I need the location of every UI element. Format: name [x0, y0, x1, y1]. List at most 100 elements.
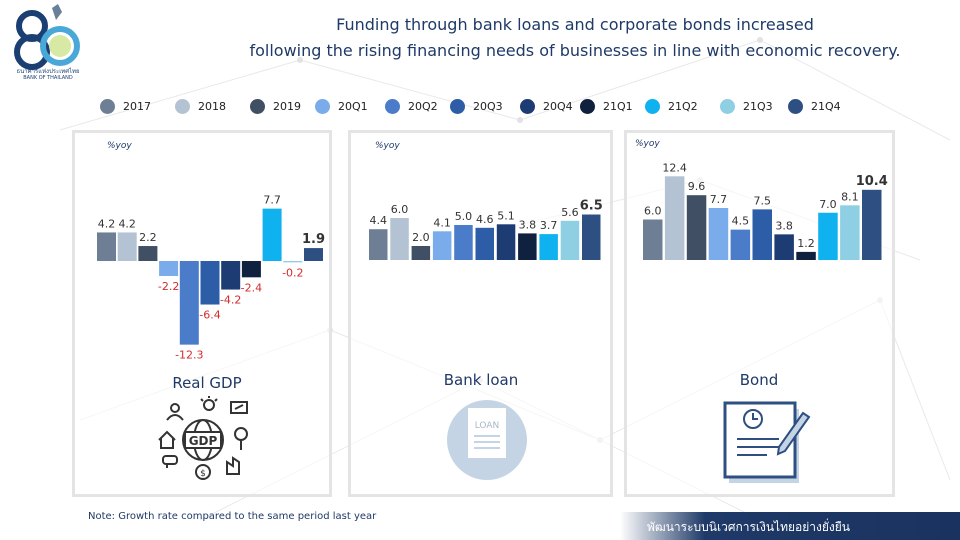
logo-caption: ธนาคารแห่งประเทศไทย BANK OF THAILAND	[10, 68, 86, 82]
bar-21q3	[840, 205, 860, 260]
data-label-2018: 4.2	[118, 217, 136, 230]
bar-2018	[664, 176, 685, 260]
legend-swatch	[100, 98, 115, 114]
data-label-21q3: 5.6	[561, 206, 579, 219]
data-label-20q4: 5.1	[497, 209, 515, 222]
bar-21q3	[283, 261, 303, 263]
loan-unit-label: %yoy	[375, 141, 400, 151]
legend-label: 21Q3	[743, 99, 773, 113]
bar-20q4	[774, 234, 794, 260]
bar-20q1	[432, 231, 452, 260]
bar-21q1	[796, 251, 816, 260]
bar-20q3	[200, 261, 220, 305]
gdp-unit-label: %yoy	[107, 141, 132, 151]
legend-swatch	[315, 98, 330, 114]
legend-label: 2019	[273, 99, 301, 113]
legend-label: 21Q1	[603, 99, 633, 113]
data-label-2017: 6.0	[644, 205, 662, 218]
data-label-2017: 4.4	[370, 214, 388, 227]
legend-label: 20Q3	[473, 99, 503, 113]
bar-20q1	[708, 208, 729, 260]
legend-item-2018: 2018	[175, 96, 226, 116]
bond-certificate-icon	[723, 401, 811, 483]
bar-20q4	[496, 224, 516, 260]
logo-thai-text: ธนาคารแห่งประเทศไทย	[16, 68, 80, 75]
svg-text:LOAN: LOAN	[475, 421, 500, 431]
bar-21q4	[862, 189, 882, 260]
legend-item-21q1: 21Q1	[580, 96, 633, 116]
data-label-21q2: 7.0	[819, 198, 837, 211]
bar-2019	[686, 195, 707, 260]
data-label-20q2: 5.0	[455, 210, 473, 223]
legend-swatch	[520, 98, 535, 114]
footer-bar: พัฒนาระบบนิเวศการเงินไทยอย่างยั่งยืน	[620, 512, 960, 540]
data-label-20q2: 4.5	[732, 215, 750, 228]
data-label-2019: 2.2	[139, 231, 157, 244]
title-line-1: Funding through bank loans and corporate…	[336, 15, 814, 34]
legend-label: 2018	[198, 99, 226, 113]
bond-unit-label: %yoy	[635, 139, 660, 149]
panel-bond: %yoy 6.0 12.4 9.6 7.7 4.5 7.5 3.8 1.2 7.0 8.1 10.4…	[624, 130, 895, 497]
bond-panel-title: Bond	[739, 371, 779, 389]
data-label-20q4: 3.8	[775, 219, 793, 232]
legend-item-20q1: 20Q1	[315, 96, 368, 116]
legend-item-20q3: 20Q3	[450, 96, 503, 116]
data-label-20q3: 7.5	[754, 194, 772, 207]
loan-bar-chart: 4.46.0 2.04.1 5.0 4.6 5.1 3.8 3.75.6 6.5	[369, 199, 603, 260]
legend-swatch	[175, 98, 190, 114]
bar-20q2	[454, 225, 473, 260]
svg-text:GDP: GDP	[189, 434, 218, 448]
data-label-2018: 12.4	[662, 161, 687, 174]
bar-2018	[117, 232, 137, 261]
legend-label: 21Q2	[668, 99, 698, 113]
bar-21q4	[582, 214, 601, 260]
legend-swatch	[788, 98, 803, 114]
data-label-21q4: 1.9	[302, 232, 325, 247]
data-label-21q3: 8.1	[841, 190, 859, 203]
bar-20q2	[179, 261, 199, 345]
bot-80-logo	[14, 4, 80, 70]
bar-2017	[369, 229, 388, 260]
legend-swatch	[580, 98, 595, 114]
legend-swatch	[450, 98, 465, 114]
bar-21q2	[818, 212, 838, 260]
data-label-2019: 2.0	[412, 231, 430, 244]
legend-item-2017: 2017	[100, 96, 151, 116]
legend-label: 20Q2	[408, 99, 438, 113]
legend-swatch	[250, 98, 265, 114]
data-label-21q2: 7.7	[263, 194, 281, 207]
bar-21q2	[262, 208, 282, 261]
footnote: Note: Growth rate compared to the same p…	[88, 511, 377, 522]
loan-panel-title: Bank loan	[443, 371, 519, 389]
legend-label: 20Q4	[543, 99, 573, 113]
legend-swatch	[720, 98, 735, 114]
legend-label: 2017	[123, 99, 151, 113]
data-label-2018: 6.0	[391, 203, 409, 216]
data-label-21q1: 3.8	[519, 218, 537, 231]
bar-20q3	[752, 209, 772, 260]
bar-20q1	[159, 261, 179, 276]
data-label-20q3: 4.6	[476, 213, 494, 226]
data-label-20q3: -6.4	[199, 309, 220, 322]
data-label-21q4: 10.4	[856, 174, 888, 189]
legend-swatch	[645, 98, 660, 114]
bar-20q2	[730, 229, 751, 260]
title-line-2: following the rising financing needs of …	[249, 41, 901, 60]
bar-20q3	[475, 227, 494, 260]
bar-21q1	[241, 261, 261, 278]
gdp-bar-chart: 4.2 4.22.2-2.2-12.3-6.4-4.2-2.47.7-0.21.9	[97, 194, 325, 362]
data-label-21q1: -2.4	[241, 281, 262, 294]
page-title: Funding through bank loans and corporate…	[200, 12, 950, 64]
legend-item-2019: 2019	[250, 96, 301, 116]
data-label-20q1: 7.7	[710, 193, 728, 206]
legend-swatch	[385, 98, 400, 114]
data-label-2017: 4.2	[98, 217, 116, 230]
data-label-21q3: -0.2	[282, 266, 303, 279]
legend-label: 21Q4	[811, 99, 841, 113]
data-label-20q4: -4.2	[220, 294, 241, 307]
bar-20q4	[221, 261, 241, 290]
bar-2018	[390, 218, 409, 260]
gdp-globe-icon: GDP $	[158, 396, 248, 480]
legend-item-21q3: 21Q3	[720, 96, 773, 116]
data-label-20q2: -12.3	[175, 349, 203, 362]
